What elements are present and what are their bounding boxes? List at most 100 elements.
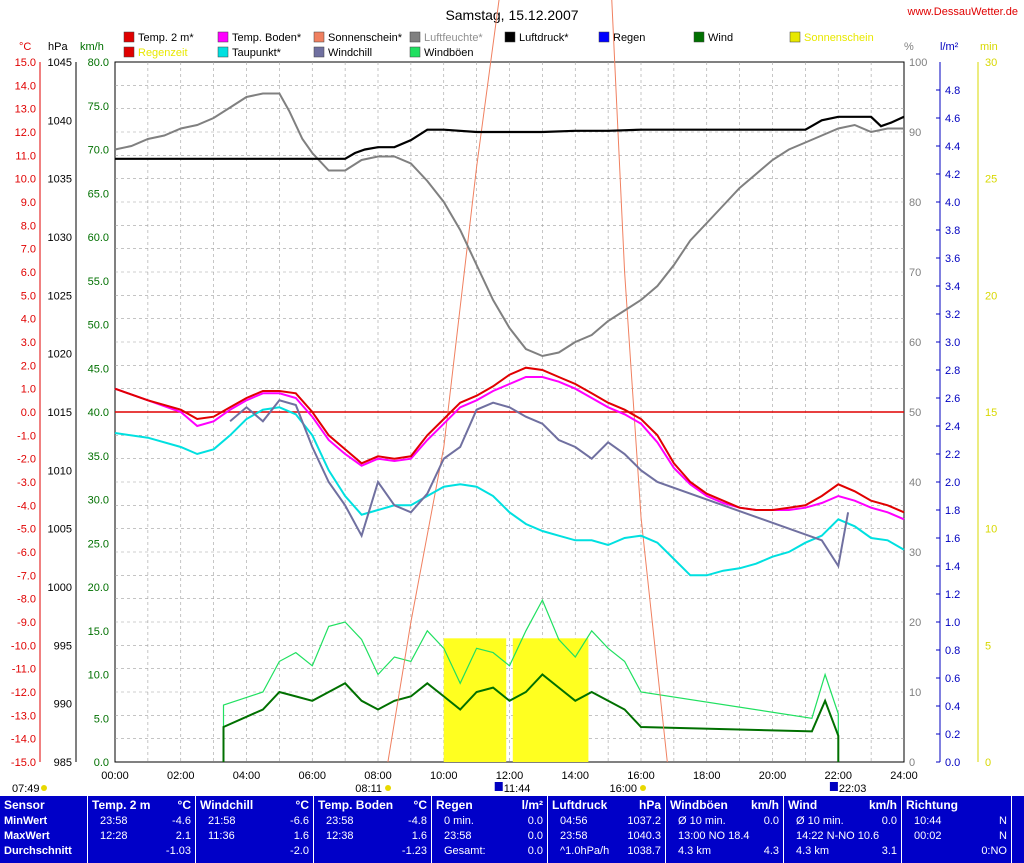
stats-col-title: Windchill [200, 798, 254, 812]
stats-value-left: Gesamt: [444, 845, 486, 857]
stats-col-title: Wind [788, 798, 818, 812]
series-windchill [229, 399, 850, 569]
sunset-time: 16:00 [609, 783, 637, 795]
stats-col-title: Windböen [670, 798, 728, 812]
time-tick: 06:00 [298, 770, 326, 782]
rain-tick: 2.2 [945, 449, 960, 461]
sun-tick: 5 [985, 640, 991, 652]
stats-col-unit: °C [177, 798, 191, 812]
stats-value-row: 21:58 -6.6 [200, 815, 309, 830]
humidity-tick: 100 [909, 57, 927, 69]
temp-tick: -1.0 [17, 430, 36, 442]
sunset-icon [640, 785, 646, 791]
sun-tick: 20 [985, 290, 997, 302]
stats-value-right: 1040.3 [627, 830, 661, 842]
stats-value-right: N [999, 830, 1007, 842]
legend-label: Windböen [424, 47, 474, 59]
humidity-tick: 70 [909, 267, 921, 279]
temp-tick: 11.0 [15, 150, 36, 162]
legend-label: Luftfeuchte* [424, 32, 483, 44]
stats-value-row: 12:28 2.1 [92, 830, 191, 845]
stats-value-right: 4.3 [763, 845, 779, 857]
rain-tick: 3.8 [945, 225, 960, 237]
stats-value-left: 23:58 [444, 830, 472, 842]
wind-tick: 35.0 [88, 451, 109, 463]
wind-tick: 30.0 [88, 495, 109, 507]
stats-col-title: Regen [436, 798, 473, 812]
legend-label: Regen [613, 32, 645, 44]
wind-tick: 65.0 [88, 188, 109, 200]
stats-value-left [318, 845, 326, 860]
stats-value-left: 13:00 NO 18.4 [678, 830, 750, 842]
stats-value-left [92, 845, 100, 860]
stats-col-unit: km/h [868, 798, 897, 812]
legend-label: Sonnenschein [804, 32, 874, 44]
stats-col-4: Luftdruck hPa 04:56 1037.2 23:58 1040.3 ^1.0hP… [548, 796, 666, 863]
wind-tick: 75.0 [88, 101, 109, 113]
time-tick: 14:00 [561, 770, 589, 782]
wind-tick: 20.0 [88, 582, 109, 594]
legend: Temp. 2 m* Regenzeit Temp. Boden* Taupunkt*… [123, 31, 874, 59]
stats-value-row: 10:44 N [906, 815, 1007, 830]
stats-value-right: 1038.7 [627, 845, 661, 857]
legend-swatch [409, 46, 421, 58]
rain-tick: 0.6 [945, 673, 960, 685]
rain-tick: 0.8 [945, 645, 960, 657]
legend-label: Luftdruck* [519, 32, 569, 44]
rain-tick: 2.4 [945, 421, 960, 433]
stats-value-right: 0.0 [527, 845, 543, 857]
legend-label: Wind [708, 32, 733, 44]
plot-area [114, 0, 905, 763]
temp-tick: -14.0 [11, 734, 36, 746]
series-sonnenschein [387, 0, 668, 763]
sun-tick: 0 [985, 757, 991, 769]
stats-value-row: 0:NO [906, 845, 1007, 860]
stats-value-left: 4.3 km [796, 845, 830, 857]
rain-last-icon [829, 782, 838, 791]
rain-tick: 3.6 [945, 253, 960, 265]
series-luftfeuchte [114, 92, 904, 358]
stats-col-title: Richtung [906, 798, 958, 812]
chart-title: Samstag, 15.12.2007 [445, 7, 578, 23]
legend-label: Regenzeit [138, 47, 188, 59]
temp-tick: 10.0 [15, 174, 36, 186]
rain-tick: 2.8 [945, 365, 960, 377]
stats-value-left: 4.3 km [678, 845, 712, 857]
temp-tick: -6.0 [17, 547, 36, 559]
rain-tick: 1.2 [945, 589, 960, 601]
stats-value-right: -1.03 [165, 845, 191, 857]
temp-tick: 15.0 [15, 57, 36, 69]
stats-panel: Sensor MinWert MaxWert Durchschnitt Temp… [0, 796, 1024, 863]
stats-value-right: 1.6 [411, 830, 427, 842]
stats-value-row: ^1.0hPa/h 1038.7 [552, 845, 661, 860]
sun-first-icon [385, 785, 392, 791]
pressure-tick: 1035 [48, 174, 72, 186]
stats-value-left [906, 845, 914, 860]
time-tick: 08:00 [364, 770, 392, 782]
rain-tick: 2.0 [945, 477, 960, 489]
temp-tick: 2.0 [21, 360, 36, 372]
rain-tick: 1.0 [945, 617, 960, 629]
temp-tick: 9.0 [21, 197, 36, 209]
stats-value-row: 23:58 -4.8 [318, 815, 427, 830]
rain-tick: 3.0 [945, 337, 960, 349]
stats-value-row: -1.03 [92, 845, 191, 860]
time-tick: 22:00 [824, 770, 852, 782]
rain-tick: 1.6 [945, 533, 960, 545]
stats-value-right: -4.8 [408, 815, 427, 827]
site-link[interactable]: www.DessauWetter.de [907, 6, 1018, 18]
series-wind [222, 673, 840, 762]
stats-value-left: 23:58 [326, 815, 354, 827]
temp-tick: 0.0 [21, 407, 36, 419]
rain-tick: 4.0 [945, 197, 960, 209]
stats-col-title: Temp. 2 m [92, 798, 151, 812]
pressure-tick: 1020 [48, 349, 72, 361]
pressure-tick: 1000 [48, 582, 72, 594]
legend-label: Temp. Boden* [232, 32, 302, 44]
temp-tick: 6.0 [21, 267, 36, 279]
temp-tick: 13.0 [15, 104, 36, 116]
legend-label: Temp. 2 m* [138, 32, 194, 44]
wind-tick: 45.0 [88, 363, 109, 375]
temp-tick: -3.0 [17, 477, 36, 489]
stats-col-unit: °C [413, 798, 427, 812]
